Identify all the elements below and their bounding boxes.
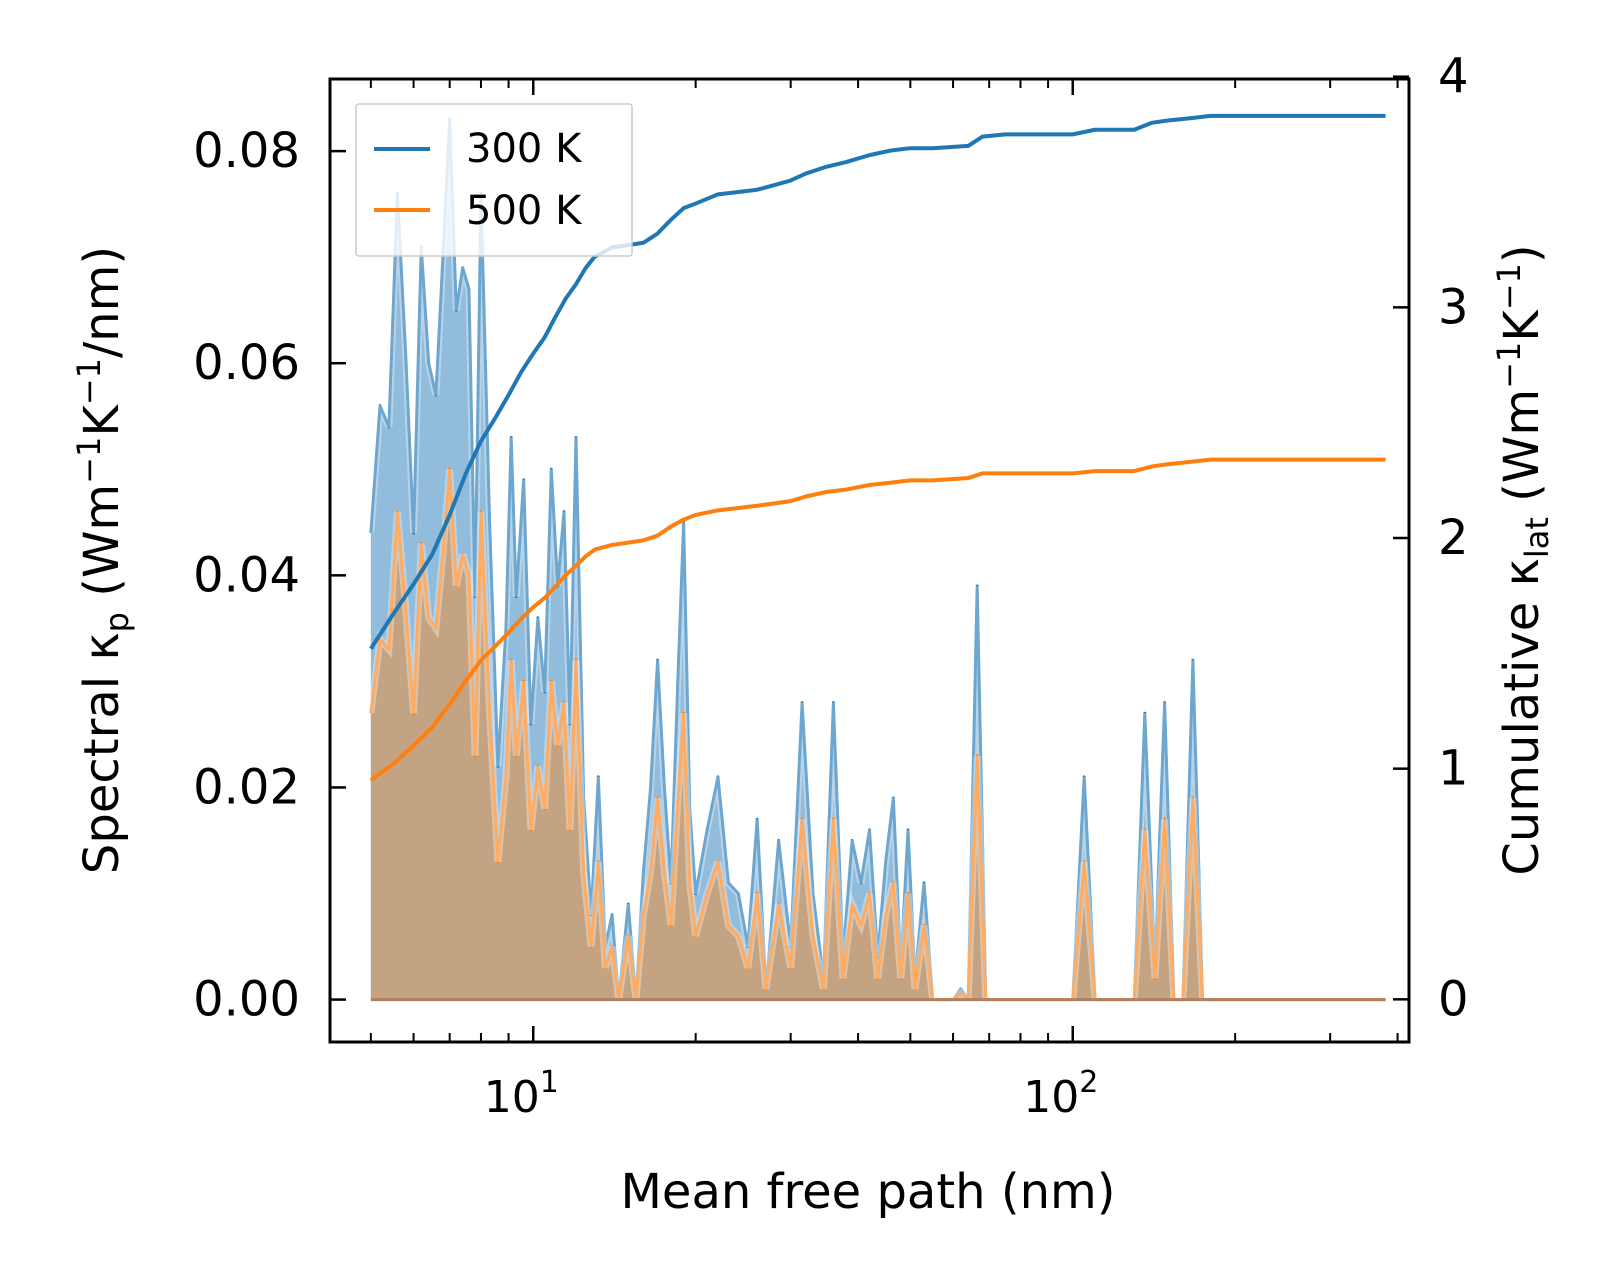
- y-left-label-sub: p: [98, 612, 136, 632]
- y-left-tick-label: 0.04: [193, 547, 300, 603]
- legend-box: [355, 103, 633, 257]
- y-right-label-part-2: (Wm: [1494, 389, 1550, 517]
- y-right-label-sup-2: −1: [1490, 263, 1528, 310]
- spectral-line-500k: [369, 467, 1386, 1002]
- y-right-label-part-3: K: [1494, 309, 1550, 342]
- x-tick-label-base: 10: [1023, 1072, 1079, 1123]
- y-axis-right-label: Cumulative κlat (Wm−1K−1): [1490, 244, 1556, 875]
- y-left-label-sup-2: −1: [70, 358, 108, 405]
- y-right-tick-label: 1: [1438, 741, 1469, 797]
- x-tick-label-base: 10: [484, 1072, 540, 1123]
- x-tick-label-exp: 2: [1079, 1065, 1098, 1100]
- cumulative-line-300k: [369, 113, 1386, 650]
- y-left-label-part-2: (Wm: [74, 484, 130, 612]
- spectral-halo-500k: [367, 469, 1386, 1007]
- y-left-tick-label: 0.00: [193, 972, 300, 1028]
- y-right-tick-label: 3: [1438, 279, 1469, 335]
- legend: 300 K 500 K: [355, 103, 633, 257]
- y-right-tick-label: 0: [1438, 971, 1469, 1027]
- y-left-label-part-4: /nm): [74, 246, 130, 358]
- cumulative-line-500k: [369, 457, 1386, 782]
- y-right-label-part-4: ): [1494, 244, 1550, 263]
- cumulative-layer: [369, 113, 1386, 782]
- y-right-label-sub: lat: [1518, 517, 1556, 558]
- legend-label-500k: 500 K: [466, 188, 583, 234]
- y-right-label-part-1: Cumulative κ: [1494, 558, 1550, 876]
- y-left-tick-label: 0.06: [193, 335, 300, 391]
- y-right-tick-label: 4: [1438, 49, 1469, 105]
- spectral-layer: [367, 117, 1386, 1011]
- x-tick-label: 102: [1023, 1065, 1098, 1123]
- x-tick-label: 101: [484, 1065, 559, 1123]
- y-left-label-part-1: Spectral κ: [74, 632, 130, 874]
- plot-frame: [328, 77, 1411, 1044]
- y-left-tick-label: 0.08: [193, 123, 300, 179]
- y-right-label-sup-1: −1: [1490, 342, 1528, 389]
- y-left-label-part-3: K: [74, 404, 130, 437]
- y-axis-left-label: Spectral κp (Wm−1K−1/nm): [70, 246, 136, 874]
- y-left-tick-label: 0.02: [193, 759, 300, 815]
- y-right-tick-label: 2: [1438, 510, 1469, 566]
- legend-label-300k: 300 K: [466, 126, 583, 172]
- x-axis-label: Mean free path (nm): [621, 1164, 1116, 1220]
- x-tick-label-exp: 1: [540, 1065, 559, 1100]
- y-left-label-sup-1: −1: [70, 437, 108, 484]
